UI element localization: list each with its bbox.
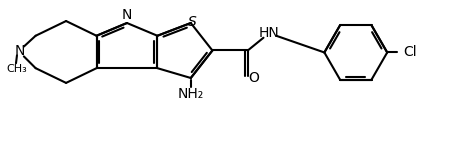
Text: N: N (122, 8, 132, 22)
Text: NH₂: NH₂ (178, 87, 204, 101)
Text: HN: HN (259, 26, 280, 40)
Text: S: S (189, 15, 197, 29)
Text: Cl: Cl (403, 45, 416, 60)
Text: CH₃: CH₃ (6, 64, 27, 74)
Text: N: N (15, 44, 25, 58)
Text: O: O (248, 71, 259, 85)
Text: methyl: methyl (7, 65, 12, 66)
